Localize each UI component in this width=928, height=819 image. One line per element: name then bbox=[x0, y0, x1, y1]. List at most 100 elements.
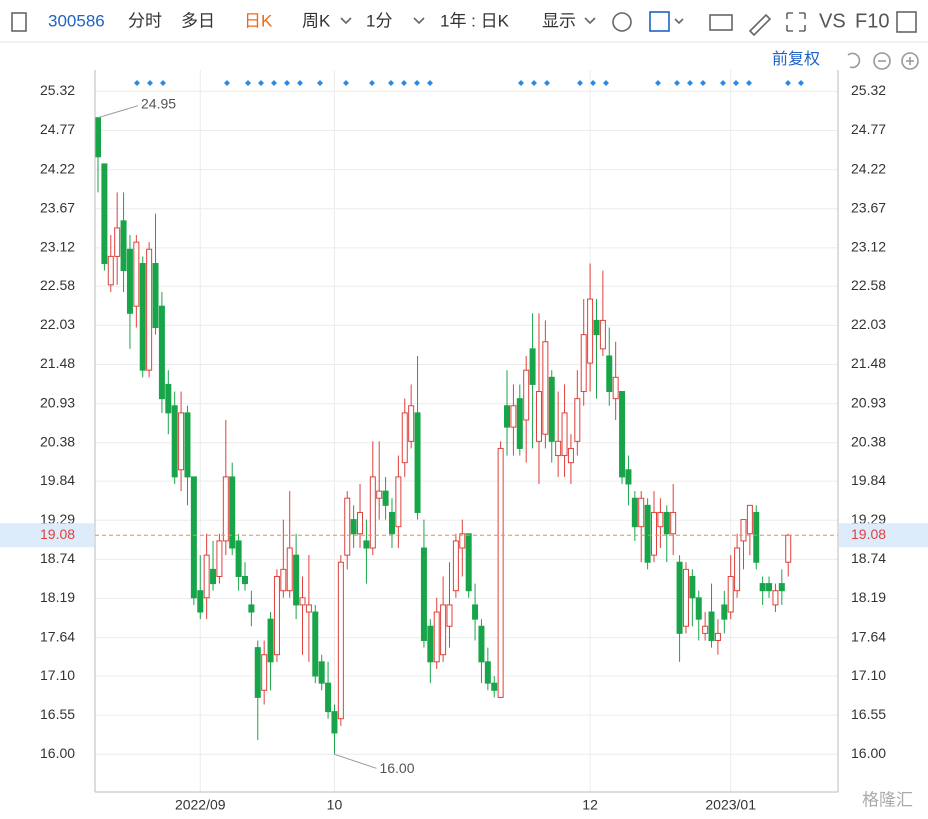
y-tick-label-right: 23.12 bbox=[851, 239, 886, 255]
candle-body bbox=[452, 540, 459, 592]
candle-body bbox=[529, 348, 536, 385]
candle-body bbox=[772, 590, 779, 606]
watermark: 格隆汇 bbox=[862, 790, 913, 809]
y-tick-label-right: 20.38 bbox=[851, 433, 886, 449]
candle-body bbox=[229, 476, 236, 549]
adjust-button[interactable]: 前复权 bbox=[772, 50, 820, 68]
candle-body bbox=[663, 511, 670, 535]
y-tick-label: 20.38 bbox=[40, 433, 75, 449]
undo-icon[interactable] bbox=[847, 52, 861, 69]
chevron bbox=[413, 17, 425, 25]
candle-body bbox=[670, 511, 677, 535]
candle-body bbox=[542, 341, 549, 435]
candle-body bbox=[740, 519, 747, 542]
y-tick-label-right: 19.29 bbox=[851, 511, 886, 527]
candle-body bbox=[638, 497, 645, 528]
candle-body bbox=[235, 540, 242, 577]
candle-body bbox=[625, 469, 632, 485]
low-leader bbox=[334, 753, 377, 769]
candle-body bbox=[286, 547, 293, 592]
candle-body bbox=[612, 376, 619, 400]
candle-body bbox=[305, 604, 312, 613]
candle-body bbox=[778, 583, 785, 592]
candle-body bbox=[210, 568, 217, 585]
fullscreen-icon[interactable] bbox=[786, 12, 806, 32]
candle-body bbox=[440, 604, 447, 656]
candle-body bbox=[376, 490, 383, 499]
color-icon[interactable] bbox=[649, 11, 670, 32]
low-label: 16.00 bbox=[379, 760, 414, 776]
candle-body bbox=[695, 597, 702, 620]
tab[interactable]: 多日 bbox=[181, 11, 215, 30]
y-tick-label-right: 16.55 bbox=[851, 706, 886, 722]
y-tick-label-right: 17.10 bbox=[851, 667, 886, 683]
candle-body bbox=[535, 391, 542, 442]
candle-body bbox=[587, 298, 594, 364]
candle-body bbox=[555, 440, 562, 457]
candle-body bbox=[523, 369, 530, 421]
panel-icon[interactable] bbox=[896, 11, 917, 33]
candle-body bbox=[459, 533, 466, 549]
y-tick-label: 18.19 bbox=[40, 589, 75, 605]
settings-icon[interactable] bbox=[612, 12, 632, 32]
y-tick-label-right: 22.58 bbox=[851, 277, 886, 293]
compare-button[interactable]: VS bbox=[819, 10, 846, 32]
candle-body bbox=[676, 561, 683, 634]
y-tick-label: 24.77 bbox=[40, 121, 75, 137]
candle-body bbox=[388, 511, 395, 535]
candle-body bbox=[702, 625, 709, 634]
candle-body bbox=[420, 547, 427, 641]
candle-body bbox=[139, 262, 146, 371]
candle-body bbox=[363, 540, 370, 549]
candle-body bbox=[101, 163, 108, 264]
candle-body bbox=[714, 632, 721, 641]
zoom-in-icon[interactable] bbox=[901, 52, 919, 70]
candle-body bbox=[606, 355, 613, 393]
y-tick-label: 18.74 bbox=[40, 550, 75, 566]
y-tick-label: 25.32 bbox=[40, 82, 75, 98]
candle-body bbox=[631, 497, 638, 528]
candle-body bbox=[126, 248, 133, 314]
y-tick-label-right: 24.22 bbox=[851, 160, 886, 176]
tab-active[interactable]: 日K bbox=[244, 11, 273, 30]
tab[interactable]: 周K bbox=[302, 11, 331, 30]
candle-body bbox=[433, 611, 440, 663]
candle-body bbox=[657, 511, 664, 528]
plot: 16.00 16.00 16.55 16.55 17.10 17.10 17.64 17.64… bbox=[0, 70, 928, 813]
candle-body bbox=[491, 682, 498, 691]
candle-body bbox=[120, 220, 127, 272]
candle-body bbox=[785, 534, 792, 563]
candle-body bbox=[567, 447, 574, 464]
tab[interactable]: 1分 bbox=[366, 11, 392, 30]
candle-body bbox=[152, 262, 159, 329]
candle-body bbox=[414, 412, 421, 513]
candle-body bbox=[446, 604, 453, 627]
camera-icon[interactable] bbox=[709, 14, 733, 31]
display-select[interactable]: 显示 bbox=[542, 11, 576, 30]
candle-body bbox=[593, 319, 600, 336]
high-leader bbox=[97, 105, 139, 119]
y-tick-label-right: 25.32 bbox=[851, 82, 886, 98]
candle-body bbox=[146, 248, 153, 371]
x-tick-label: 12 bbox=[582, 797, 598, 813]
candle-body bbox=[273, 575, 280, 656]
zoom-in-glyph bbox=[906, 57, 914, 65]
candle-body bbox=[644, 504, 651, 563]
y-tick-label: 23.67 bbox=[40, 199, 75, 215]
zoom-out-icon[interactable] bbox=[873, 52, 891, 70]
candle-body bbox=[465, 533, 472, 592]
y-tick-label: 19.84 bbox=[40, 472, 75, 488]
draw-icon[interactable] bbox=[748, 13, 772, 37]
f10-button[interactable]: F10 bbox=[855, 10, 889, 32]
sidebar-toggle[interactable] bbox=[11, 12, 27, 32]
stock-code[interactable]: 300586 bbox=[48, 11, 105, 30]
candle-body bbox=[171, 405, 178, 478]
candle-body bbox=[133, 241, 140, 307]
candle-body bbox=[497, 447, 504, 698]
last-price-box-right bbox=[839, 523, 928, 548]
y-tick-label-right: 16.00 bbox=[851, 745, 886, 761]
period-select[interactable]: 1年 : 日K bbox=[440, 11, 510, 30]
candle-body bbox=[95, 117, 101, 158]
chevron bbox=[340, 17, 352, 25]
tab[interactable]: 分时 bbox=[128, 11, 162, 30]
